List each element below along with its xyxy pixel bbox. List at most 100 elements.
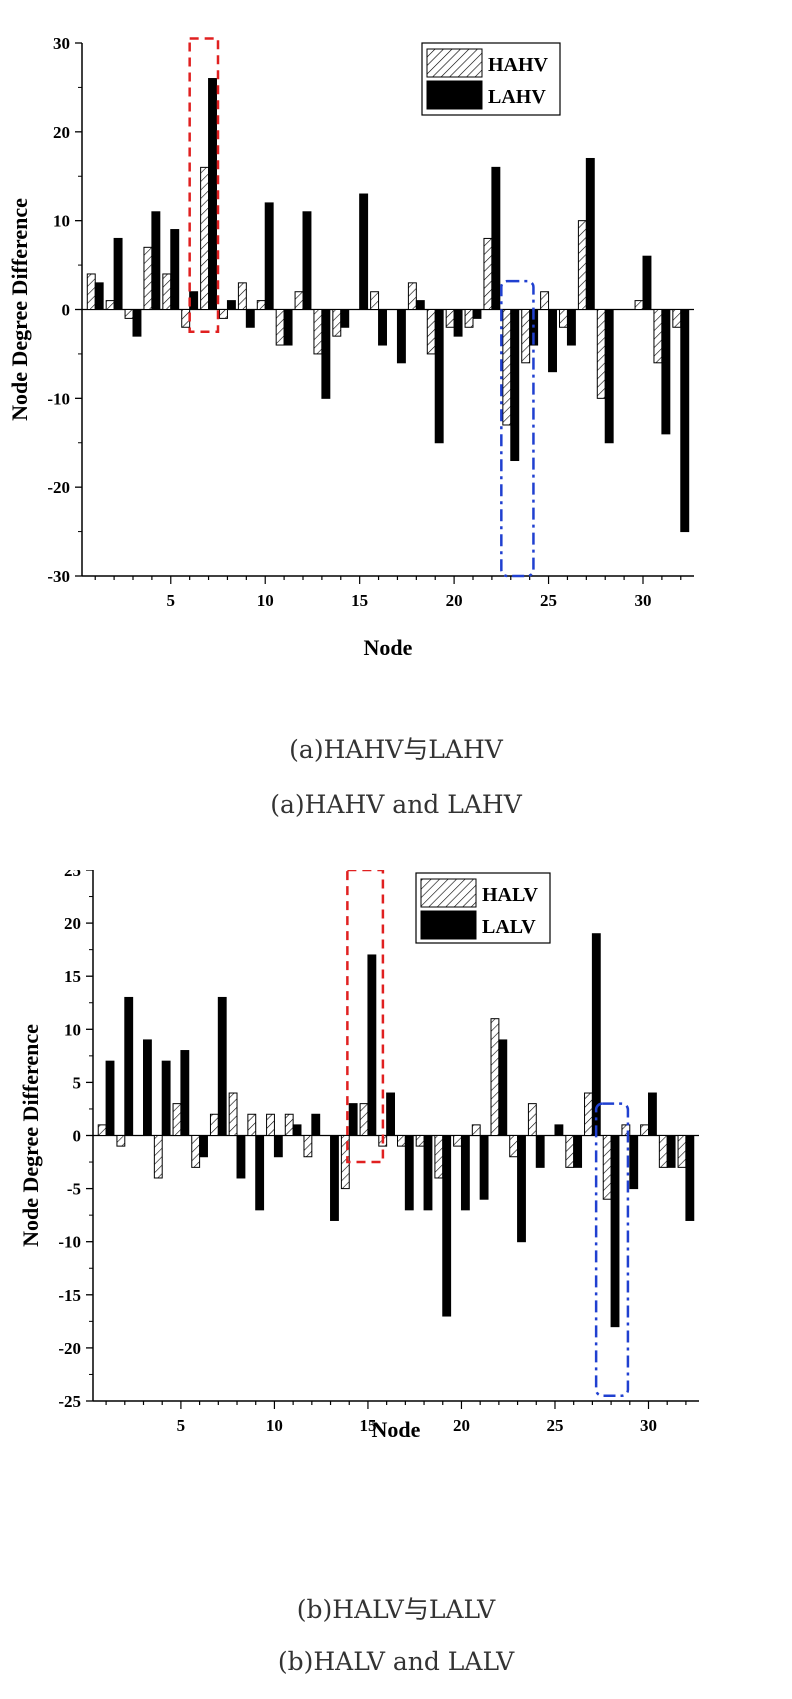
bar-lalv-node-11 <box>292 1124 302 1137</box>
bar-lalv-node-25 <box>554 1124 564 1137</box>
legend-label-hahv: HAHV <box>488 54 549 76</box>
bar-lahv-node-17 <box>396 309 406 364</box>
bar-lahv-node-21 <box>472 309 482 319</box>
y-tick-label: -10 <box>58 1233 81 1252</box>
y-tick-label: -20 <box>47 478 70 497</box>
bar-lahv-node-26 <box>566 309 576 346</box>
bar-hahv-node-30 <box>634 300 644 311</box>
y-tick-label: -15 <box>58 1286 81 1305</box>
bar-lalv-node-20 <box>460 1135 470 1211</box>
bar-lahv-node-12 <box>302 211 312 311</box>
bar-lahv-node-13 <box>321 309 331 399</box>
bar-halv-node-19 <box>434 1135 444 1179</box>
bar-halv-node-2 <box>116 1135 126 1147</box>
bar-lalv-node-19 <box>442 1135 452 1317</box>
y-axis-title: Node Degree Difference <box>7 198 32 421</box>
bar-halv-node-7 <box>209 1113 219 1136</box>
legend-swatch-lalv <box>420 910 477 940</box>
x-axis-title: Node <box>372 1417 421 1442</box>
y-tick-label: 15 <box>64 967 81 986</box>
x-tick-label: 20 <box>446 591 463 610</box>
bar-lahv-node-10 <box>264 202 274 310</box>
bar-lalv-node-7 <box>217 996 227 1136</box>
x-tick-label: 15 <box>359 1416 376 1435</box>
bar-hahv-node-3 <box>124 309 134 319</box>
bar-lalv-node-23 <box>517 1135 526 1243</box>
bar-hahv-node-2 <box>105 300 115 311</box>
bar-hahv-node-12 <box>294 291 304 311</box>
caption-cn-b: (b)HALV与LALV <box>296 1595 496 1624</box>
y-tick-label: 5 <box>73 1073 82 1092</box>
bar-halv-node-28 <box>602 1135 612 1200</box>
y-tick-label: 10 <box>64 1020 81 1039</box>
bar-lahv-node-7 <box>208 78 217 310</box>
x-axis-title: Node <box>364 635 413 660</box>
bar-lalv-node-16 <box>386 1092 396 1137</box>
bar-lahv-node-18 <box>415 300 425 311</box>
bar-halv-node-17 <box>396 1135 406 1147</box>
bar-lahv-node-16 <box>378 309 387 346</box>
bar-lalv-node-31 <box>666 1135 676 1168</box>
bar-halv-node-32 <box>677 1135 687 1168</box>
highlight-box-dash-dot <box>594 1102 630 1397</box>
legend-swatch-lahv <box>426 80 483 110</box>
bar-lalv-node-3 <box>143 1039 152 1136</box>
bar-lalv-node-9 <box>255 1135 265 1211</box>
legend-swatch-hahv <box>426 48 483 78</box>
x-tick-label: 5 <box>177 1416 186 1435</box>
x-tick-label: 30 <box>640 1416 657 1435</box>
bar-hahv-node-5 <box>162 273 172 311</box>
bar-halv-node-12 <box>303 1135 313 1158</box>
legend-label-lalv: LALV <box>482 916 536 938</box>
y-tick-label: 10 <box>53 212 70 231</box>
bar-halv-node-31 <box>658 1135 668 1168</box>
bar-hahv-node-16 <box>370 291 380 311</box>
bar-hahv-node-21 <box>464 309 474 328</box>
bar-hahv-node-25 <box>540 291 550 311</box>
bar-lalv-node-15 <box>367 954 377 1136</box>
bar-lalv-node-14 <box>348 1103 358 1136</box>
bar-hahv-node-31 <box>653 309 663 364</box>
x-tick-label: 10 <box>266 1416 283 1435</box>
bar-halv-node-26 <box>565 1135 575 1168</box>
bar-lahv-node-19 <box>434 309 444 444</box>
bar-lalv-node-29 <box>629 1135 639 1190</box>
caption-en-b: (b)HALV and LALV <box>277 1647 515 1676</box>
bar-lahv-node-23 <box>510 309 520 462</box>
bar-halv-node-10 <box>266 1113 275 1136</box>
bar-lahv-node-2 <box>113 237 123 310</box>
y-tick-label: 30 <box>53 34 70 53</box>
y-tick-label: -10 <box>47 389 70 408</box>
bar-lahv-node-31 <box>661 309 671 435</box>
bar-lalv-node-2 <box>124 996 134 1136</box>
x-tick-label: 25 <box>546 1416 563 1435</box>
chart-panel-b: -25 -20 -15 -10 -5 0 5 10 15 20 25 5 10 15 20 25 30 HALV L… <box>0 870 792 1699</box>
bar-hahv-node-13 <box>313 309 323 355</box>
bar-halv-node-4 <box>153 1135 163 1179</box>
bar-lahv-node-1 <box>94 282 104 311</box>
bar-lalv-node-18 <box>423 1135 433 1211</box>
x-tick-label: 10 <box>257 591 274 610</box>
bar-lahv-node-20 <box>453 309 463 337</box>
bar-hahv-node-4 <box>143 246 153 310</box>
bar-lalv-node-8 <box>236 1135 246 1179</box>
highlight-box-dashed <box>346 870 385 1164</box>
bar-lahv-node-15 <box>359 193 369 310</box>
chart-panel-a: -30 -20 -10 0 10 20 30 5 10 15 20 25 30 HAHV LAHV Node N… <box>7 34 694 819</box>
y-tick-label: -5 <box>67 1180 81 1199</box>
bar-lalv-node-13 <box>330 1135 339 1221</box>
bar-lahv-node-28 <box>604 309 614 444</box>
bar-lalv-node-22 <box>498 1039 508 1136</box>
bar-lalv-node-32 <box>685 1135 695 1221</box>
bar-lalv-node-30 <box>648 1092 657 1137</box>
bar-lalv-node-17 <box>404 1135 414 1211</box>
x-tick-label: 5 <box>167 591 176 610</box>
legend-swatch-halv <box>420 878 477 908</box>
bar-halv-node-18 <box>415 1135 425 1147</box>
bar-hahv-node-10 <box>256 300 266 311</box>
bar-hahv-node-28 <box>596 309 606 399</box>
bar-hahv-node-23 <box>502 309 512 426</box>
bar-lalv-node-10 <box>273 1135 283 1158</box>
legend-label-lahv: LAHV <box>488 86 546 108</box>
bar-lahv-node-8 <box>226 300 236 311</box>
